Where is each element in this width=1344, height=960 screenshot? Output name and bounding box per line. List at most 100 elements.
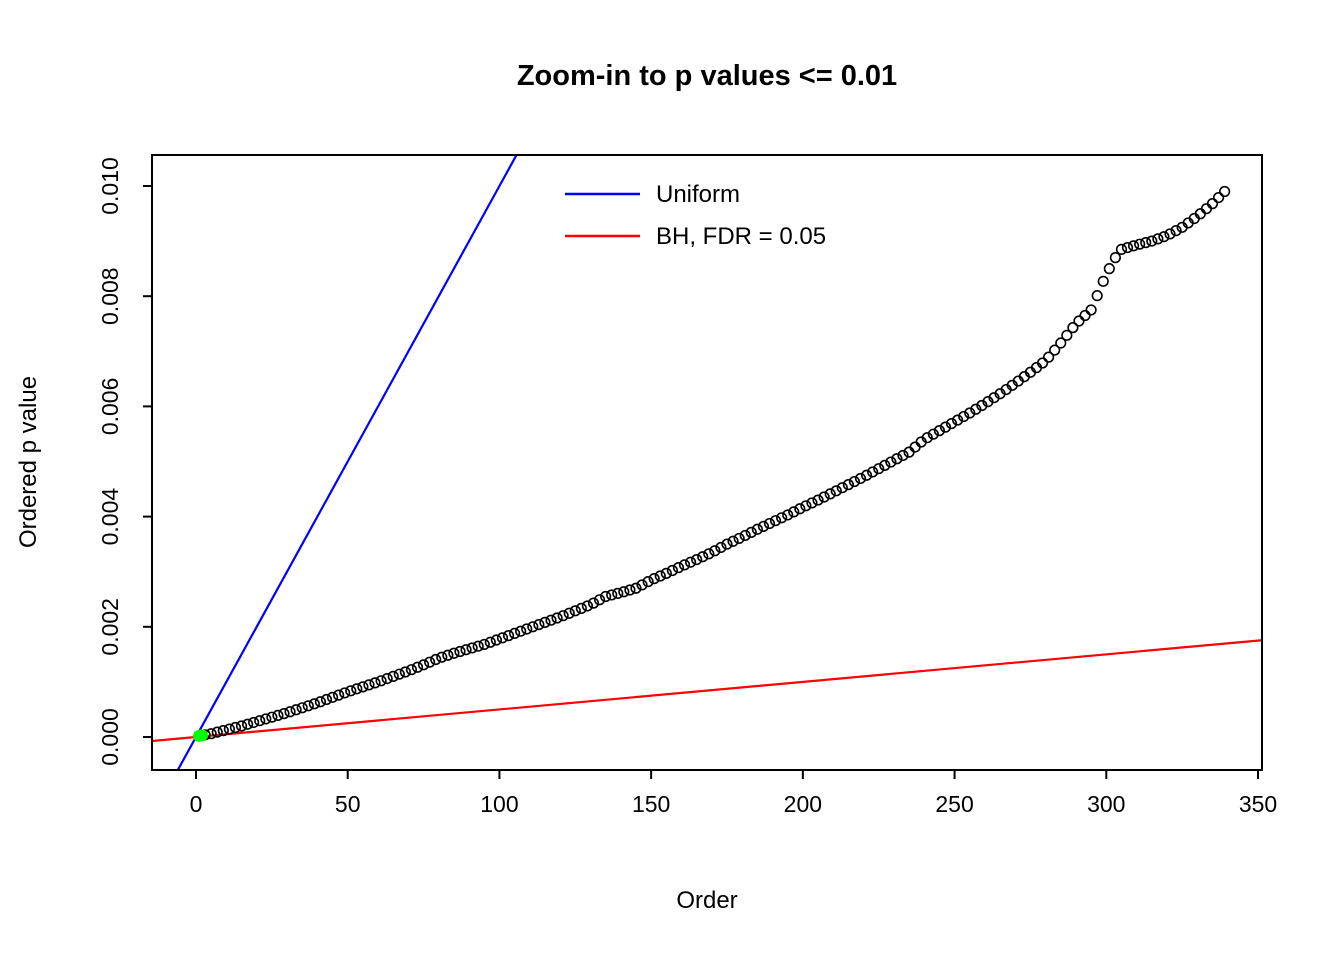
legend-label-uniform: Uniform <box>656 181 740 208</box>
scatter-point <box>472 640 484 652</box>
scatter-point <box>296 702 308 714</box>
scatter-point <box>381 672 393 685</box>
scatter-point <box>757 520 770 533</box>
scatter-point <box>508 627 521 640</box>
scatter-point <box>1121 242 1134 254</box>
scatter-point <box>848 475 861 488</box>
scatter-point <box>502 630 515 642</box>
scatter-point <box>587 597 600 609</box>
scatter-point <box>326 691 339 703</box>
scatter-point <box>630 582 642 594</box>
scatter-point <box>478 638 490 651</box>
y-axis-label: Ordered p value <box>15 376 42 548</box>
scatter-point <box>272 709 284 722</box>
x-tick-label: 200 <box>784 791 822 817</box>
scatter-point <box>521 623 533 635</box>
scatter-point <box>897 449 909 462</box>
scatter-point <box>399 666 411 678</box>
scatter-point <box>788 506 800 518</box>
x-tick-label: 100 <box>480 791 518 817</box>
axis-ticks: 0 50 100 150 200 250 300 350 0.000 0.002 0.004 0.00… <box>97 157 1277 817</box>
scatter-point <box>339 687 351 699</box>
scatter-point <box>217 725 229 737</box>
scatter-point <box>769 515 782 527</box>
scatter-point <box>642 576 654 588</box>
y-tick-label: 0.008 <box>97 267 123 325</box>
scatter-point <box>794 503 806 515</box>
scatter-point <box>393 668 405 680</box>
scatter-point <box>1049 344 1061 356</box>
significant-points <box>193 729 209 742</box>
scatter-point <box>782 509 794 521</box>
scatter-point <box>235 720 248 732</box>
scatter-point <box>1097 275 1109 287</box>
scatter-point <box>860 469 873 481</box>
scatter-point <box>557 610 569 622</box>
scatter-point <box>939 421 952 433</box>
line-uniform <box>176 155 518 770</box>
scatter-point <box>1206 198 1219 210</box>
scatter-point <box>927 428 939 440</box>
scatter-point <box>223 723 235 735</box>
scatter-point <box>691 553 703 566</box>
x-tick-label: 150 <box>632 791 670 817</box>
scatter-point <box>1146 235 1158 247</box>
scatter-point <box>1055 337 1067 349</box>
line-bh_fdr <box>152 639 1262 743</box>
scatter-point <box>363 679 375 691</box>
scatter-point <box>575 602 587 614</box>
scatter-series <box>193 185 1231 742</box>
scatter-point <box>600 590 612 603</box>
scatter-point <box>1140 237 1152 249</box>
scatter-point <box>533 618 545 631</box>
scatter-point <box>606 589 618 601</box>
scatter-point <box>745 526 757 538</box>
x-tick-label: 0 <box>190 791 203 817</box>
scatter-point <box>484 636 496 648</box>
scatter-point <box>684 556 697 568</box>
scatter-point <box>539 616 551 628</box>
x-axis-label: Order <box>676 887 737 914</box>
y-tick-label: 0.002 <box>97 598 123 656</box>
legend-label-bh: BH, FDR = 0.05 <box>656 223 826 250</box>
scatter-point <box>284 706 296 718</box>
scatter-point <box>490 634 502 646</box>
scatter-point <box>417 659 430 671</box>
x-tick-label: 300 <box>1087 791 1125 817</box>
scatter-point <box>254 715 266 727</box>
scatter-point <box>229 721 242 734</box>
scatter-point <box>411 661 424 673</box>
scatter-point <box>666 564 678 577</box>
scatter-point <box>345 685 357 697</box>
scatter-point <box>854 472 867 485</box>
scatter-point <box>739 529 751 542</box>
scatter-point <box>958 410 970 423</box>
reference-lines <box>152 155 1262 770</box>
scatter-point <box>612 587 624 600</box>
scatter-point <box>1158 231 1170 243</box>
scatter-point <box>266 711 278 723</box>
scatter-point <box>818 491 830 503</box>
scatter-point <box>672 562 685 574</box>
scatter-point <box>1043 351 1055 363</box>
scatter-point <box>1103 263 1115 275</box>
scatter-point <box>351 683 363 695</box>
scatter-point <box>466 642 478 654</box>
scatter-point <box>970 403 982 415</box>
scatter-point <box>830 485 842 497</box>
scatter-point <box>842 479 854 491</box>
scatter-point <box>1164 228 1176 240</box>
scatter-point <box>302 700 314 712</box>
scatter-point <box>618 586 630 598</box>
scatter-point <box>308 698 320 710</box>
scatter-point <box>945 417 958 430</box>
y-tick-label: 0.006 <box>97 378 123 436</box>
scatter-point <box>921 432 933 444</box>
scatter-point <box>824 488 836 500</box>
scatter-point <box>697 551 709 563</box>
scatter-point <box>715 541 727 554</box>
scatter-point <box>1127 240 1140 252</box>
scatter-point <box>1067 322 1079 334</box>
scatter-point <box>241 718 254 730</box>
